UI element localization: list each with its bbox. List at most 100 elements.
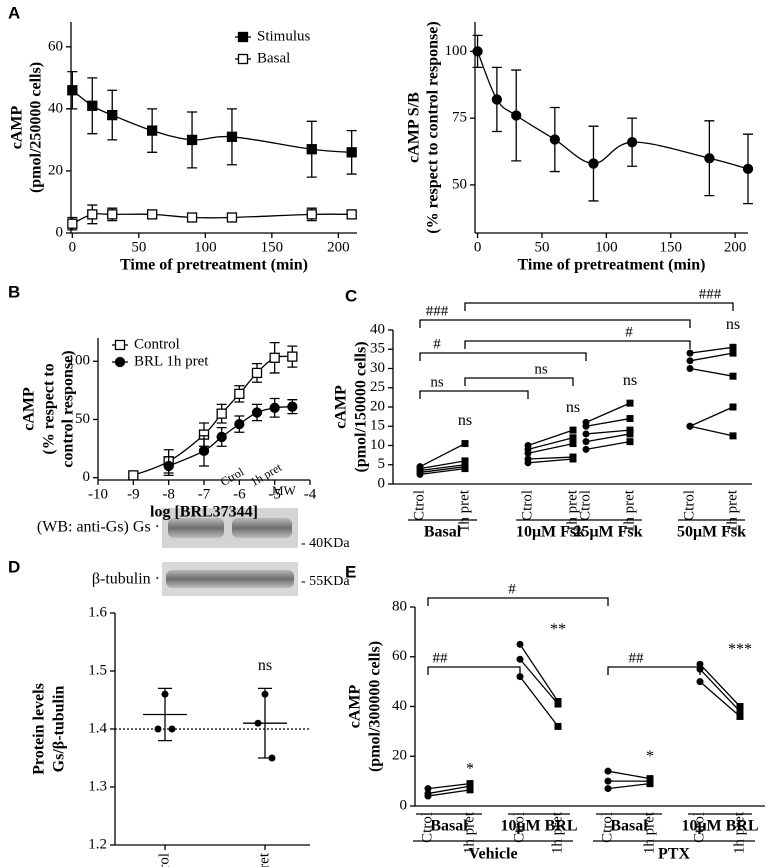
x-tick-label: 200 xyxy=(327,239,350,255)
legend-marker xyxy=(237,31,249,43)
ctrol-point xyxy=(604,777,612,785)
pair-line xyxy=(519,658,559,705)
x-tick-label: 150 xyxy=(261,239,284,255)
pair-line xyxy=(689,367,734,377)
point xyxy=(107,109,118,121)
point xyxy=(234,388,245,400)
legend-label: Control xyxy=(134,336,180,352)
pret-point xyxy=(569,440,577,448)
x-tick-label: Ctrol xyxy=(681,490,697,521)
point xyxy=(146,125,158,136)
panel-label: A xyxy=(8,3,20,22)
pret-point xyxy=(626,438,634,446)
pair-line xyxy=(585,402,631,423)
pair-line xyxy=(689,346,734,354)
ctrol-point xyxy=(524,455,532,463)
significance: ** xyxy=(550,621,566,638)
pair-line xyxy=(585,433,631,443)
pret-point xyxy=(461,440,469,448)
pair-line xyxy=(519,676,559,727)
pair-line xyxy=(427,785,471,795)
point xyxy=(226,212,238,223)
pret-point xyxy=(461,457,469,465)
x-tick-label: Ctrol xyxy=(691,812,707,843)
point xyxy=(107,209,118,220)
pair-line xyxy=(527,456,574,460)
point xyxy=(67,85,78,96)
pair-line xyxy=(689,425,734,437)
band xyxy=(232,518,292,538)
y-axis-label: (pmol/300000 cells) xyxy=(367,641,384,772)
bracket xyxy=(419,390,529,399)
pair-line xyxy=(607,782,651,790)
ctrol-point xyxy=(582,418,590,426)
legend-label: BRL 1h pret xyxy=(134,353,209,369)
point xyxy=(742,163,754,175)
bracket xyxy=(419,319,691,328)
group-label: 10μM BRL xyxy=(500,818,577,835)
bracket-label: # xyxy=(625,324,633,340)
point xyxy=(87,209,98,220)
y-tick-label: 1.6 xyxy=(88,604,107,620)
y-tick-label: 0 xyxy=(400,797,408,813)
fit-line xyxy=(168,406,293,467)
y-tick-label: 40 xyxy=(48,100,63,116)
bracket xyxy=(427,666,521,675)
x-tick-label: 1h pret xyxy=(549,811,565,854)
pair-line xyxy=(699,663,741,707)
legend-label: Stimulus xyxy=(257,28,311,44)
x-tick-label: 0 xyxy=(69,239,77,255)
point xyxy=(261,690,269,698)
group-label: 10μM Fsk xyxy=(516,524,585,541)
group-label: 25μM Fsk xyxy=(573,524,642,541)
bracket xyxy=(464,340,691,349)
point xyxy=(588,158,599,169)
significance: * xyxy=(646,748,654,765)
pret-point xyxy=(736,703,744,710)
point xyxy=(216,431,227,443)
x-tick-label: 200 xyxy=(724,239,747,255)
pret-point xyxy=(466,786,474,794)
y-tick-label: 60 xyxy=(392,648,407,664)
x-tick-label: Ctrol xyxy=(419,812,435,843)
pair-line xyxy=(585,429,631,435)
pret-point xyxy=(554,698,562,706)
pair-line xyxy=(527,458,574,464)
point xyxy=(306,144,317,155)
pret-point xyxy=(626,399,634,407)
point xyxy=(549,134,560,145)
bracket-label: ### xyxy=(699,286,722,302)
y-axis-label: cAMP xyxy=(9,106,26,150)
blot-row-label: (WB: anti-Gs) Gs · xyxy=(37,519,160,536)
pret-point xyxy=(461,461,469,469)
pret-point xyxy=(729,432,737,440)
pair-line xyxy=(419,442,466,468)
pair-line xyxy=(419,460,466,470)
x-tick-label: Ctrol xyxy=(599,812,615,843)
ctrol-point xyxy=(696,678,704,686)
ctrol-point xyxy=(516,673,524,681)
ctrol-point xyxy=(582,438,590,446)
ctrol-point xyxy=(604,767,612,775)
x-tick-label: -9 xyxy=(127,486,140,502)
point xyxy=(234,418,245,430)
pair-line xyxy=(585,441,631,450)
point xyxy=(186,134,198,146)
y-tick-label: 1.4 xyxy=(88,720,107,736)
x-tick-label: 1h pret xyxy=(731,811,747,854)
point xyxy=(67,218,78,229)
point xyxy=(491,94,503,105)
point xyxy=(87,100,98,111)
x-tick-label: Ctrol xyxy=(519,490,535,521)
ctrol-point xyxy=(524,442,532,449)
blot-size: - 40KDa xyxy=(301,536,350,551)
bracket xyxy=(464,377,574,386)
bracket xyxy=(419,352,587,361)
x-tick-label: 0 xyxy=(474,239,482,255)
bracket xyxy=(607,666,701,675)
pret-point xyxy=(729,403,737,411)
x-tick-label: 1h pret xyxy=(461,811,477,854)
y-axis-label: (pmol/150000 cells) xyxy=(353,341,370,472)
y-axis-label: (% respect to control response) xyxy=(425,21,442,233)
fit-line xyxy=(476,51,749,170)
